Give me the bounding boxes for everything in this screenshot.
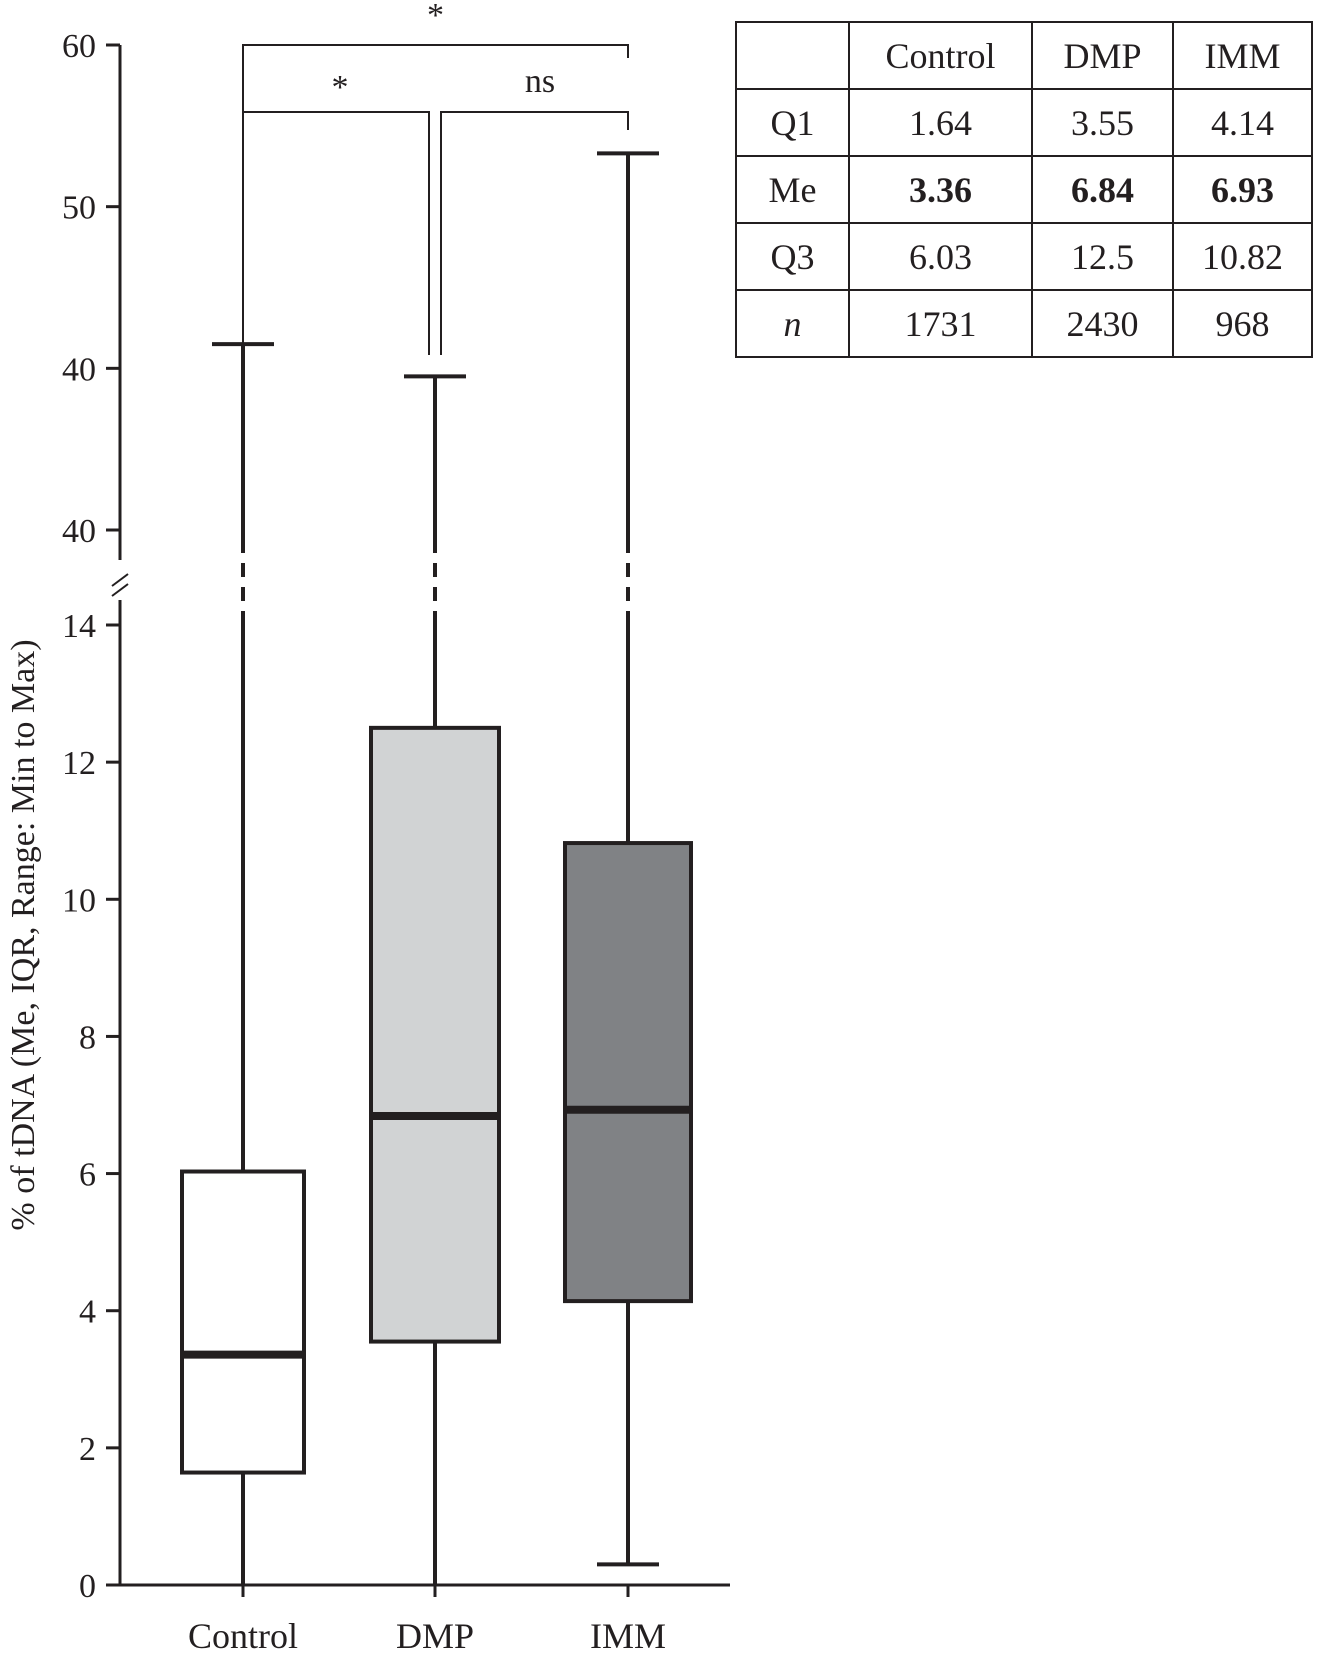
bracket-dmp-imm [440, 111, 629, 355]
significance-label: * [332, 69, 349, 106]
y-axis: 0 2 4 6 8 10 12 14 40 40 50 60 Control DMP IMM [62, 28, 730, 1656]
table-cell: 2430 [1031, 289, 1174, 358]
bracket-control-dmp [242, 78, 430, 355]
table-row-label: Q3 [735, 222, 850, 291]
table-cell: 3.36 [848, 155, 1033, 224]
y-tick-label: 0 [79, 1568, 96, 1605]
table-cell: 3.55 [1031, 88, 1174, 157]
axis-break-mark [111, 573, 129, 587]
y-axis-title: % of tDNA (Me, IQR, Range: Min to Max) [5, 639, 42, 1230]
iqr-box [563, 841, 693, 1304]
iqr-box [180, 1169, 306, 1475]
table-cell: 12.5 [1031, 222, 1174, 291]
y-tick-label: 40 [62, 351, 96, 388]
axis-break-mark [111, 583, 129, 597]
table-row-label: Q1 [735, 88, 850, 157]
y-tick-label: 4 [79, 1294, 96, 1331]
table-row: Q1 1.64 3.55 4.14 [735, 88, 1313, 157]
x-tick-label: IMM [590, 1616, 666, 1656]
table-header-cell: Control [848, 21, 1033, 90]
stats-table: Control DMP IMM Q1 1.64 3.55 4.14 Me 3.3… [735, 21, 1313, 358]
box-dmp [369, 374, 501, 1585]
table-cell: 10.82 [1172, 222, 1313, 291]
table-cell: 6.84 [1031, 155, 1174, 224]
y-tick-label: 50 [62, 190, 96, 227]
significance-brackets: * * ns [242, 0, 629, 470]
significance-label: * [427, 0, 444, 34]
y-tick-label: 6 [79, 1157, 96, 1194]
x-tick-label: Control [188, 1616, 298, 1656]
table-cell: 4.14 [1172, 88, 1313, 157]
box-series [180, 151, 693, 1585]
y-tick-label: 8 [79, 1019, 96, 1056]
table-cell: 968 [1172, 289, 1313, 358]
significance-label: ns [525, 63, 555, 100]
table-cell: 1.64 [848, 88, 1033, 157]
y-tick-label: 60 [62, 28, 96, 65]
table-row-label: Me [735, 155, 850, 224]
iqr-box [369, 725, 501, 1344]
table-header-cell: DMP [1031, 21, 1174, 90]
table-row: n 1731 2430 968 [735, 289, 1313, 358]
box-imm [563, 151, 693, 1567]
table-row: Q3 6.03 12.5 10.82 [735, 222, 1313, 291]
y-tick-label: 12 [62, 745, 96, 782]
table-header-row: Control DMP IMM [735, 21, 1313, 90]
table-header-cell: IMM [1172, 21, 1313, 90]
table-row-label: n [735, 289, 850, 358]
y-tick-label: 40 [62, 513, 96, 550]
table-cell: 6.93 [1172, 155, 1313, 224]
bracket-control-imm [242, 44, 629, 470]
table-cell: 1731 [848, 289, 1033, 358]
table-cell: 6.03 [848, 222, 1033, 291]
y-tick-label: 2 [79, 1431, 96, 1468]
table-header-cell [735, 21, 850, 90]
y-tick-label: 10 [62, 882, 96, 919]
table-row: Me 3.36 6.84 6.93 [735, 155, 1313, 224]
x-tick-label: DMP [396, 1616, 474, 1656]
y-tick-label: 14 [62, 608, 96, 645]
box-control [180, 342, 306, 1585]
